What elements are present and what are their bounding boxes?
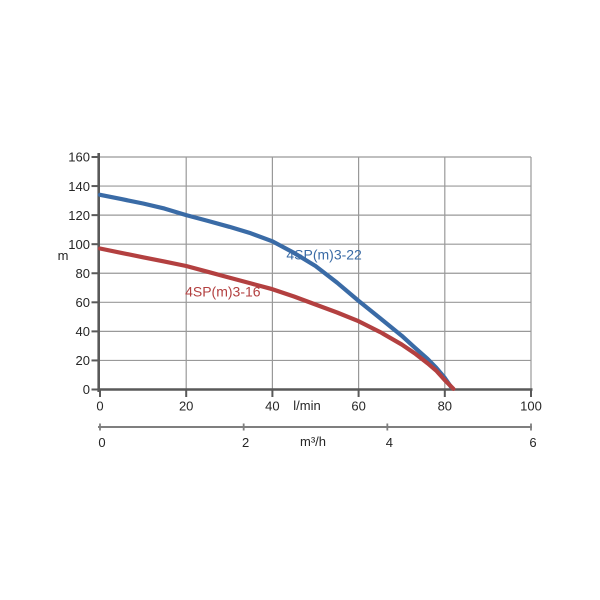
- x-tick-label-lmin: 60: [351, 399, 365, 414]
- y-tick-label: 100: [68, 237, 90, 252]
- x-axis-primary-unit-label: l/min: [293, 398, 321, 413]
- y-tick-label: 140: [68, 179, 90, 194]
- series-label: 4SP(m)3-22: [286, 246, 362, 262]
- series-label: 4SP(m)3-16: [185, 283, 261, 299]
- x-tick-label-lmin: 40: [265, 399, 279, 414]
- pump-curve-4sp-m-3-16: [97, 246, 456, 391]
- x-tick-label-lmin: 80: [438, 399, 452, 414]
- x-tick-label-m3h: 2: [242, 435, 249, 450]
- y-tick-label: 60: [76, 295, 90, 310]
- x-tick-label-m3h: 6: [529, 435, 536, 450]
- y-tick-label: 0: [83, 382, 90, 397]
- x-tick-label-lmin: 0: [96, 399, 103, 414]
- x-tick-label-m3h: 4: [386, 435, 393, 450]
- y-tick-label: 40: [76, 324, 90, 339]
- x-tick-label-m3h: 0: [98, 435, 105, 450]
- y-tick-label: 80: [76, 266, 90, 281]
- y-tick-label: 160: [68, 150, 90, 165]
- y-tick-label: 20: [76, 353, 90, 368]
- y-axis-unit-label: m: [57, 248, 69, 263]
- x-tick-label-lmin: 20: [179, 399, 193, 414]
- y-tick-label: 120: [68, 208, 90, 223]
- x-axis-secondary-unit-label: m³/h: [300, 434, 326, 449]
- x-tick-label-lmin: 100: [520, 399, 542, 414]
- pump-curve-4sp-m-3-22: [97, 192, 454, 390]
